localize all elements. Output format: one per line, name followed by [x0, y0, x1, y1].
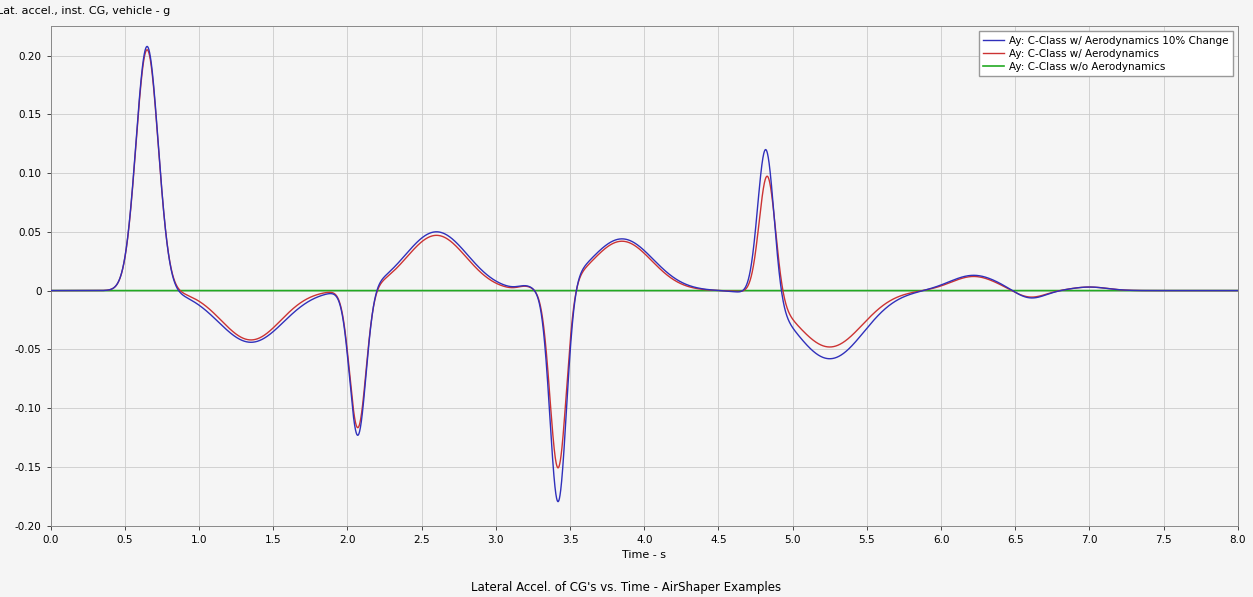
Ay: C-Class w/ Aerodynamics 10% Change: (5.93, 0.00189): C-Class w/ Aerodynamics 10% Change: (5.9… — [923, 285, 938, 292]
Ay: C-Class w/ Aerodynamics: (0, -5.36e-12): C-Class w/ Aerodynamics: (0, -5.36e-12) — [43, 287, 58, 294]
Ay: C-Class w/ Aerodynamics 10% Change: (2.9, 0.0183): C-Class w/ Aerodynamics 10% Change: (2.9… — [474, 266, 489, 273]
Legend: Ay: C-Class w/ Aerodynamics 10% Change, Ay: C-Class w/ Aerodynamics, Ay: C-Class: Ay: C-Class w/ Aerodynamics 10% Change, … — [979, 32, 1233, 76]
Ay: C-Class w/o Aerodynamics: (6.36, 0): C-Class w/o Aerodynamics: (6.36, 0) — [986, 287, 1001, 294]
Line: Ay: C-Class w/ Aerodynamics: Ay: C-Class w/ Aerodynamics — [50, 50, 1238, 468]
Ay: C-Class w/o Aerodynamics: (4.73, 0): C-Class w/o Aerodynamics: (4.73, 0) — [746, 287, 761, 294]
Ay: C-Class w/o Aerodynamics: (5.93, 0): C-Class w/o Aerodynamics: (5.93, 0) — [923, 287, 938, 294]
Text: Lat. accel., inst. CG, vehicle - g: Lat. accel., inst. CG, vehicle - g — [0, 6, 170, 16]
Ay: C-Class w/ Aerodynamics: (2.9, 0.0156): C-Class w/ Aerodynamics: (2.9, 0.0156) — [474, 269, 489, 276]
Text: Lateral Accel. of CG's vs. Time - AirShaper Examples: Lateral Accel. of CG's vs. Time - AirSha… — [471, 581, 782, 594]
Ay: C-Class w/ Aerodynamics: (4.74, 0.0209): C-Class w/ Aerodynamics: (4.74, 0.0209) — [746, 262, 761, 269]
Ay: C-Class w/ Aerodynamics 10% Change: (4.74, 0.0353): C-Class w/ Aerodynamics 10% Change: (4.7… — [746, 245, 761, 253]
Ay: C-Class w/ Aerodynamics: (3.42, -0.151): C-Class w/ Aerodynamics: (3.42, -0.151) — [550, 464, 565, 472]
Line: Ay: C-Class w/ Aerodynamics 10% Change: Ay: C-Class w/ Aerodynamics 10% Change — [50, 47, 1238, 501]
Ay: C-Class w/o Aerodynamics: (5.08, 0): C-Class w/o Aerodynamics: (5.08, 0) — [797, 287, 812, 294]
Ay: C-Class w/ Aerodynamics: (0.65, 0.205): C-Class w/ Aerodynamics: (0.65, 0.205) — [139, 46, 154, 53]
Ay: C-Class w/ Aerodynamics 10% Change: (0.65, 0.208): C-Class w/ Aerodynamics 10% Change: (0.6… — [139, 43, 154, 50]
Ay: C-Class w/ Aerodynamics 10% Change: (5.08, -0.0448): C-Class w/ Aerodynamics 10% Change: (5.0… — [798, 340, 813, 347]
Ay: C-Class w/ Aerodynamics 10% Change: (0.402, 0.000876): C-Class w/ Aerodynamics 10% Change: (0.4… — [103, 286, 118, 293]
Ay: C-Class w/ Aerodynamics: (0.402, 0.000867): C-Class w/ Aerodynamics: (0.402, 0.00086… — [103, 286, 118, 293]
Ay: C-Class w/ Aerodynamics 10% Change: (6.36, 0.00848): C-Class w/ Aerodynamics 10% Change: (6.3… — [987, 277, 1002, 284]
Ay: C-Class w/ Aerodynamics 10% Change: (3.42, -0.18): C-Class w/ Aerodynamics 10% Change: (3.4… — [550, 498, 565, 505]
Ay: C-Class w/o Aerodynamics: (0, 0): C-Class w/o Aerodynamics: (0, 0) — [43, 287, 58, 294]
Ay: C-Class w/ Aerodynamics: (6.36, 0.00744): C-Class w/ Aerodynamics: (6.36, 0.00744) — [987, 278, 1002, 285]
Ay: C-Class w/o Aerodynamics: (8, 0): C-Class w/o Aerodynamics: (8, 0) — [1230, 287, 1245, 294]
Ay: C-Class w/ Aerodynamics: (5.93, 0.00153): C-Class w/ Aerodynamics: (5.93, 0.00153) — [923, 285, 938, 293]
Ay: C-Class w/o Aerodynamics: (0.402, 0): C-Class w/o Aerodynamics: (0.402, 0) — [103, 287, 118, 294]
Ay: C-Class w/ Aerodynamics: (5.08, -0.0362): C-Class w/ Aerodynamics: (5.08, -0.0362) — [798, 330, 813, 337]
Ay: C-Class w/o Aerodynamics: (2.9, 0): C-Class w/o Aerodynamics: (2.9, 0) — [472, 287, 487, 294]
Ay: C-Class w/ Aerodynamics 10% Change: (0, -2.93e-10): C-Class w/ Aerodynamics 10% Change: (0, … — [43, 287, 58, 294]
Ay: C-Class w/ Aerodynamics 10% Change: (8, 2.5e-18): C-Class w/ Aerodynamics 10% Change: (8, … — [1230, 287, 1245, 294]
X-axis label: Time - s: Time - s — [623, 550, 667, 560]
Ay: C-Class w/ Aerodynamics: (8, 2.5e-18): C-Class w/ Aerodynamics: (8, 2.5e-18) — [1230, 287, 1245, 294]
